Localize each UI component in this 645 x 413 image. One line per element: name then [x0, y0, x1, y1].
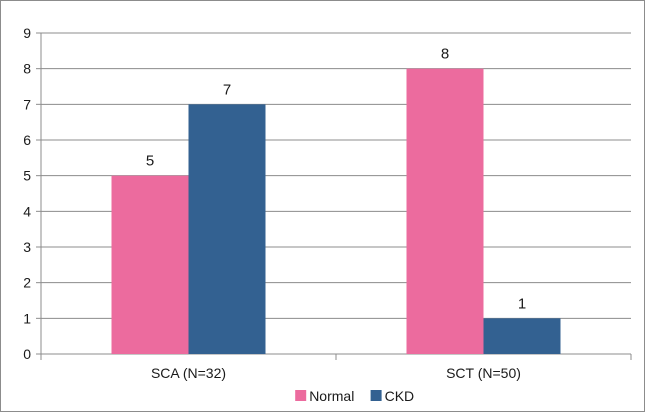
bar-ckd-0 [188, 104, 266, 354]
y-tick-label: 4 [23, 203, 31, 219]
x-category-label: SCT (N=50) [446, 365, 521, 381]
y-tick-label: 7 [23, 96, 31, 112]
y-tick-label: 1 [23, 310, 31, 326]
legend-swatch-normal [295, 390, 307, 401]
y-tick-label: 0 [23, 346, 31, 362]
data-label: 1 [518, 295, 526, 312]
y-tick-label: 5 [23, 168, 31, 184]
y-tick-label: 6 [23, 132, 31, 148]
legend-label: Normal [309, 388, 354, 404]
y-tick-label: 9 [23, 25, 31, 41]
bar-normal-1 [406, 68, 484, 355]
legend-swatch-ckd [370, 390, 382, 401]
bar-ckd-1 [483, 318, 561, 354]
y-tick-label: 8 [23, 61, 31, 77]
data-label: 7 [223, 81, 231, 98]
y-tick-label: 2 [23, 275, 31, 291]
data-label: 5 [146, 153, 154, 170]
legend-label: CKD [385, 388, 415, 404]
y-tick-label: 3 [23, 239, 31, 255]
x-category-label: SCA (N=32) [151, 365, 226, 381]
bar-normal-0 [111, 175, 189, 354]
data-label: 8 [441, 46, 449, 63]
